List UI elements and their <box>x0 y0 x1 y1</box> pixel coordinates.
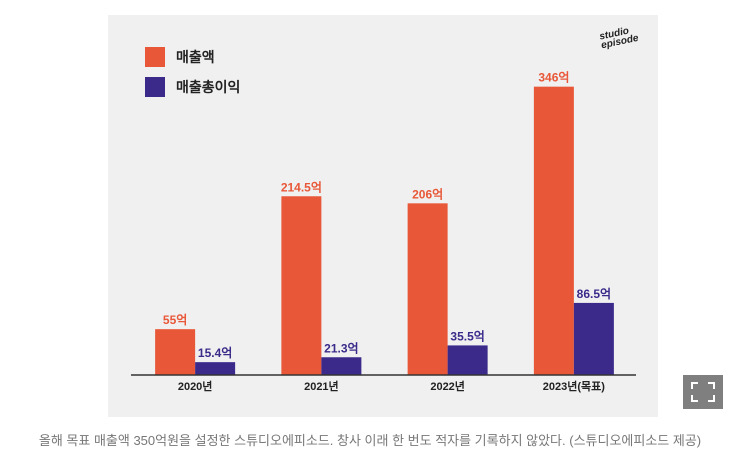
legend-item-gross-profit: 매출총이익 <box>145 77 240 97</box>
data-label-revenue-3: 346억 <box>538 71 569 85</box>
x-tick-label-2: 2022년 <box>430 379 465 393</box>
expand-icon <box>691 382 715 402</box>
legend-item-revenue: 매출액 <box>145 47 215 67</box>
image-caption: 올해 목표 매출액 350억원을 설정한 스튜디오에피소드. 창사 이래 한 번… <box>38 433 702 448</box>
bar-chart: 55억 15.4억 2020년 214.5억 21.3억 2021년 206억 35.5억 20… <box>131 71 636 393</box>
data-label-gross-profit-3: 86.5억 <box>577 287 611 301</box>
x-tick-label-0: 2020년 <box>178 379 213 393</box>
data-label-gross-profit-0: 15.4억 <box>198 346 232 360</box>
data-label-gross-profit-2: 35.5억 <box>450 329 484 343</box>
data-label-revenue-1: 214.5억 <box>281 180 322 194</box>
data-label-revenue-2: 206억 <box>412 187 443 201</box>
legend-swatch-revenue <box>145 47 165 67</box>
bar-revenue-1 <box>281 196 322 375</box>
data-label-gross-profit-1: 21.3억 <box>324 341 358 355</box>
bar-gross-profit-0 <box>195 362 236 375</box>
bar-gross-profit-2 <box>447 345 488 375</box>
expand-button[interactable] <box>683 375 723 409</box>
legend-label-gross-profit: 매출총이익 <box>176 79 241 95</box>
bar-revenue-0 <box>155 329 196 375</box>
chart-panel: 55억 15.4억 2020년 214.5억 21.3억 2021년 206억 35.5억 20… <box>108 15 658 417</box>
bar-gross-profit-1 <box>321 357 362 375</box>
legend-swatch-gross-profit <box>145 77 165 97</box>
legend-label-revenue: 매출액 <box>176 49 215 65</box>
bar-gross-profit-3 <box>573 302 614 375</box>
x-tick-label-1: 2021년 <box>304 379 339 393</box>
data-label-revenue-0: 55억 <box>163 313 187 327</box>
bar-revenue-2 <box>407 203 448 375</box>
bar-revenue-3 <box>533 86 574 376</box>
x-tick-label-3: 2023년(목표) <box>543 379 605 393</box>
